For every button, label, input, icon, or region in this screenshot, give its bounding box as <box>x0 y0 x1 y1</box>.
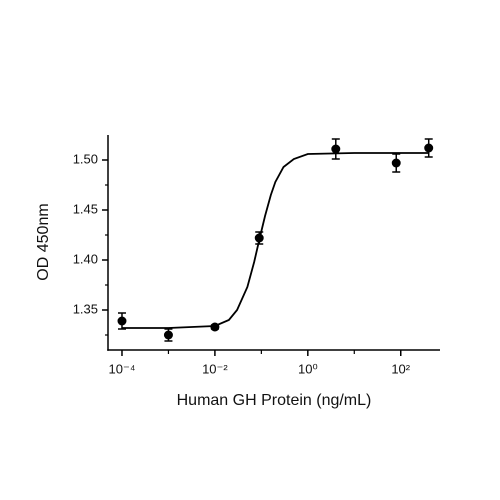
x-axis-label: Human GH Protein (ng/mL) <box>177 392 372 409</box>
point <box>163 330 173 340</box>
point <box>391 158 401 168</box>
x-tick-label: 10⁰ <box>298 361 318 376</box>
x-tick-label: 10² <box>391 361 410 376</box>
fit-curve <box>121 152 429 329</box>
x-tick-label: 10⁻² <box>202 361 228 376</box>
point <box>210 322 220 332</box>
y-tick-label: 1.45 <box>73 201 98 216</box>
point <box>117 316 127 326</box>
y-tick-label: 1.35 <box>73 301 98 316</box>
point <box>254 233 264 243</box>
point <box>331 144 341 154</box>
y-axis-label: OD 450nm <box>35 203 52 280</box>
y-tick-label: 1.40 <box>73 251 98 266</box>
x-tick-label: 10⁻⁴ <box>109 361 136 376</box>
point <box>424 143 434 153</box>
y-tick-label: 1.50 <box>73 151 98 166</box>
